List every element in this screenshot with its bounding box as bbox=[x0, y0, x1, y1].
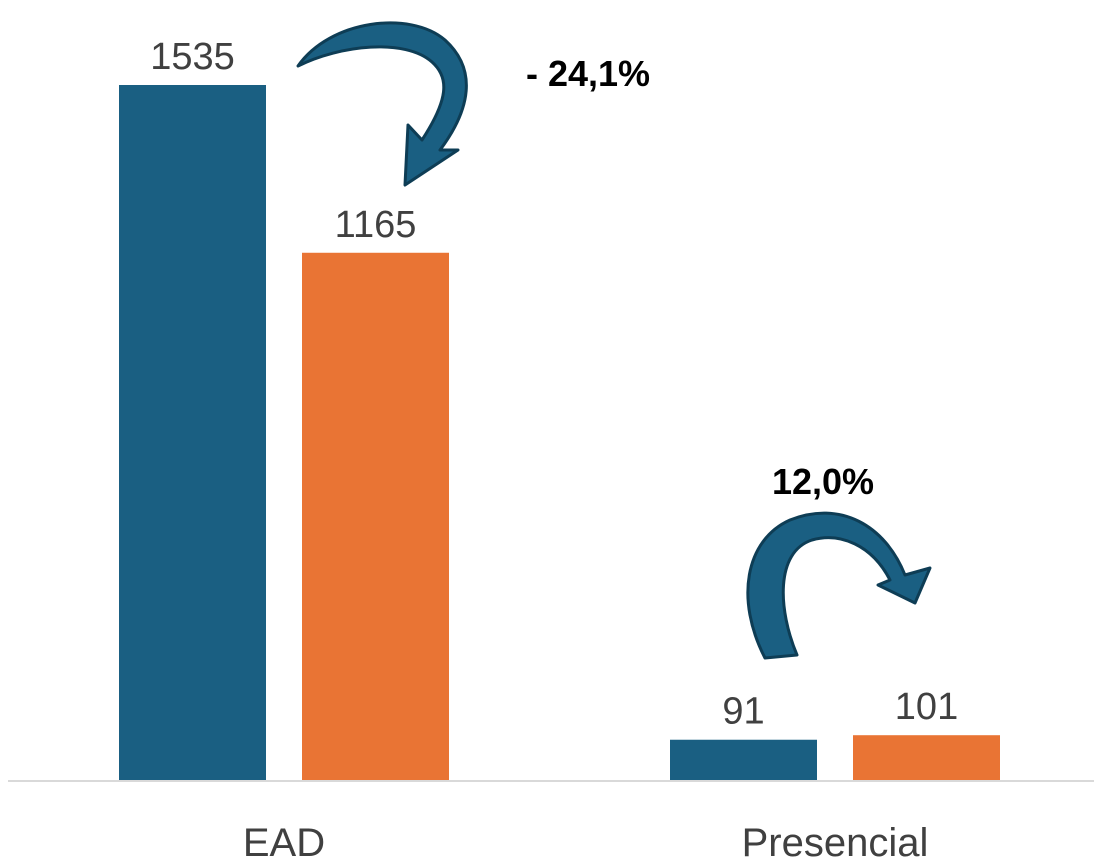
change-labels: - 24,1% 12,0% bbox=[526, 53, 874, 502]
change-label: 12,0% bbox=[772, 461, 874, 502]
category-labels: EAD Presencial bbox=[243, 821, 929, 863]
change-label: - 24,1% bbox=[526, 53, 650, 94]
data-label: 1535 bbox=[150, 36, 235, 78]
category-label: EAD bbox=[243, 821, 325, 863]
bars bbox=[119, 85, 1000, 781]
category-label: Presencial bbox=[742, 821, 929, 863]
bar-presencial-series-2 bbox=[853, 735, 1000, 781]
bar-presencial-series-1 bbox=[670, 739, 817, 781]
data-label: 1165 bbox=[335, 204, 417, 246]
data-label: 91 bbox=[722, 691, 764, 733]
decrease-arrow bbox=[296, 21, 468, 187]
value-labels: 1535 1165 91 101 bbox=[150, 36, 958, 733]
increase-arrow bbox=[746, 511, 932, 660]
data-label: 101 bbox=[895, 686, 958, 728]
bar-ead-series-2 bbox=[302, 252, 449, 781]
bar-ead-series-1 bbox=[119, 85, 266, 781]
change-arrows bbox=[296, 21, 932, 660]
